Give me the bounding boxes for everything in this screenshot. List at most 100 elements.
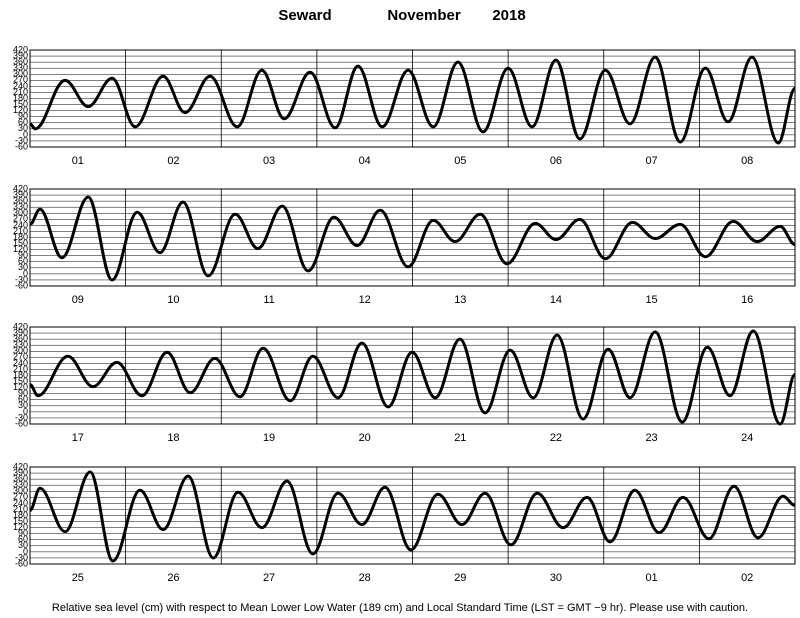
- y-tick-label: 270: [13, 75, 28, 85]
- panel: -60-300306090120150180210240270300330360…: [13, 183, 796, 306]
- y-tick-label: 90: [18, 528, 28, 538]
- y-tick-label: 240: [13, 81, 28, 91]
- tide-line: [30, 329, 795, 426]
- y-tick-label: 0: [23, 129, 28, 139]
- y-tick-label: 270: [13, 214, 28, 224]
- day-label: 21: [454, 432, 466, 444]
- day-label: 18: [167, 432, 179, 444]
- y-tick-label: 240: [13, 220, 28, 230]
- y-tick-label: -30: [15, 135, 28, 145]
- footer-note: Relative sea level (cm) with respect to …: [52, 602, 748, 614]
- station: Seward: [278, 7, 331, 24]
- day-label: 19: [263, 432, 275, 444]
- plot-frame: [29, 466, 796, 565]
- y-tick-label: 210: [13, 504, 28, 514]
- y-tick-label: 240: [13, 358, 28, 368]
- day-label: 27: [263, 572, 275, 584]
- day-label: 30: [550, 572, 562, 584]
- y-tick-label: 90: [18, 111, 28, 121]
- y-tick-label: 420: [13, 44, 28, 54]
- y-tick-label: 420: [13, 461, 28, 471]
- y-tick-label: 120: [13, 382, 28, 392]
- tide-line: [30, 470, 795, 563]
- y-tick-label: 150: [13, 99, 28, 109]
- y-tick-label: 420: [13, 183, 28, 193]
- tide-line: [30, 55, 795, 145]
- y-tick-label: 60: [18, 256, 28, 266]
- y-tick-label: 90: [18, 250, 28, 260]
- day-label: 09: [72, 294, 84, 306]
- day-label: 03: [263, 155, 275, 167]
- day-label: 02: [741, 572, 753, 584]
- day-label: 23: [645, 432, 657, 444]
- day-label: 14: [550, 294, 562, 306]
- y-tick-label: 0: [23, 546, 28, 556]
- y-tick-label: 0: [23, 268, 28, 278]
- day-label: 22: [550, 432, 562, 444]
- y-tick-label: 180: [13, 510, 28, 520]
- day-label: 11: [263, 294, 274, 306]
- y-tick-label: 330: [13, 480, 28, 490]
- y-tick-label: 120: [13, 522, 28, 532]
- y-tick-label: 330: [13, 202, 28, 212]
- y-tick-label: 150: [13, 238, 28, 248]
- day-label: 16: [741, 294, 753, 306]
- y-tick-label: -60: [15, 558, 28, 568]
- y-tick-label: -30: [15, 412, 28, 422]
- y-tick-label: -60: [15, 418, 28, 428]
- y-tick-label: -30: [15, 274, 28, 284]
- y-tick-label: 390: [13, 189, 28, 199]
- y-tick-label: 300: [13, 208, 28, 218]
- day-label: 05: [454, 155, 466, 167]
- y-tick-label: 210: [13, 226, 28, 236]
- y-tick-label: 300: [13, 69, 28, 79]
- day-label: 01: [72, 155, 84, 167]
- day-label: 01: [645, 572, 657, 584]
- y-tick-label: -30: [15, 552, 28, 562]
- y-tick-label: 60: [18, 534, 28, 544]
- y-tick-label: -60: [15, 141, 28, 151]
- y-tick-label: 90: [18, 388, 28, 398]
- day-label: 12: [359, 294, 371, 306]
- day-label: 13: [454, 294, 466, 306]
- y-tick-label: 330: [13, 63, 28, 73]
- y-tick-label: 180: [13, 370, 28, 380]
- panel: -60-300306090120150180210240270300330360…: [13, 44, 796, 167]
- y-tick-label: -60: [15, 280, 28, 290]
- y-tick-label: 120: [13, 244, 28, 254]
- y-tick-label: 360: [13, 196, 28, 206]
- y-tick-label: 0: [23, 406, 28, 416]
- y-tick-label: 150: [13, 516, 28, 526]
- day-label: 29: [454, 572, 466, 584]
- y-tick-label: 30: [18, 262, 28, 272]
- y-tick-label: 390: [13, 467, 28, 477]
- day-label: 08: [741, 155, 753, 167]
- y-tick-label: 270: [13, 492, 28, 502]
- day-label: 26: [167, 572, 179, 584]
- y-tick-label: 60: [18, 117, 28, 127]
- panel: -60-300306090120150180210240270300330360…: [13, 321, 796, 444]
- y-tick-label: 420: [13, 321, 28, 331]
- day-label: 28: [359, 572, 371, 584]
- y-tick-label: 30: [18, 400, 28, 410]
- y-tick-label: 120: [13, 105, 28, 115]
- y-tick-label: 30: [18, 123, 28, 133]
- y-tick-label: 60: [18, 394, 28, 404]
- y-tick-label: 180: [13, 232, 28, 242]
- y-tick-label: 270: [13, 352, 28, 362]
- plot-frame: [29, 188, 796, 287]
- y-tick-label: 210: [13, 364, 28, 374]
- day-label: 07: [645, 155, 657, 167]
- day-label: 06: [550, 155, 562, 167]
- day-label: 04: [359, 155, 371, 167]
- y-tick-label: 30: [18, 540, 28, 550]
- y-tick-label: 150: [13, 376, 28, 386]
- y-tick-label: 390: [13, 50, 28, 60]
- y-tick-label: 360: [13, 57, 28, 67]
- day-label: 24: [741, 432, 753, 444]
- y-tick-label: 300: [13, 486, 28, 496]
- y-tick-label: 210: [13, 87, 28, 97]
- day-label: 20: [359, 432, 371, 444]
- tide-line: [30, 195, 795, 282]
- y-tick-label: 300: [13, 346, 28, 356]
